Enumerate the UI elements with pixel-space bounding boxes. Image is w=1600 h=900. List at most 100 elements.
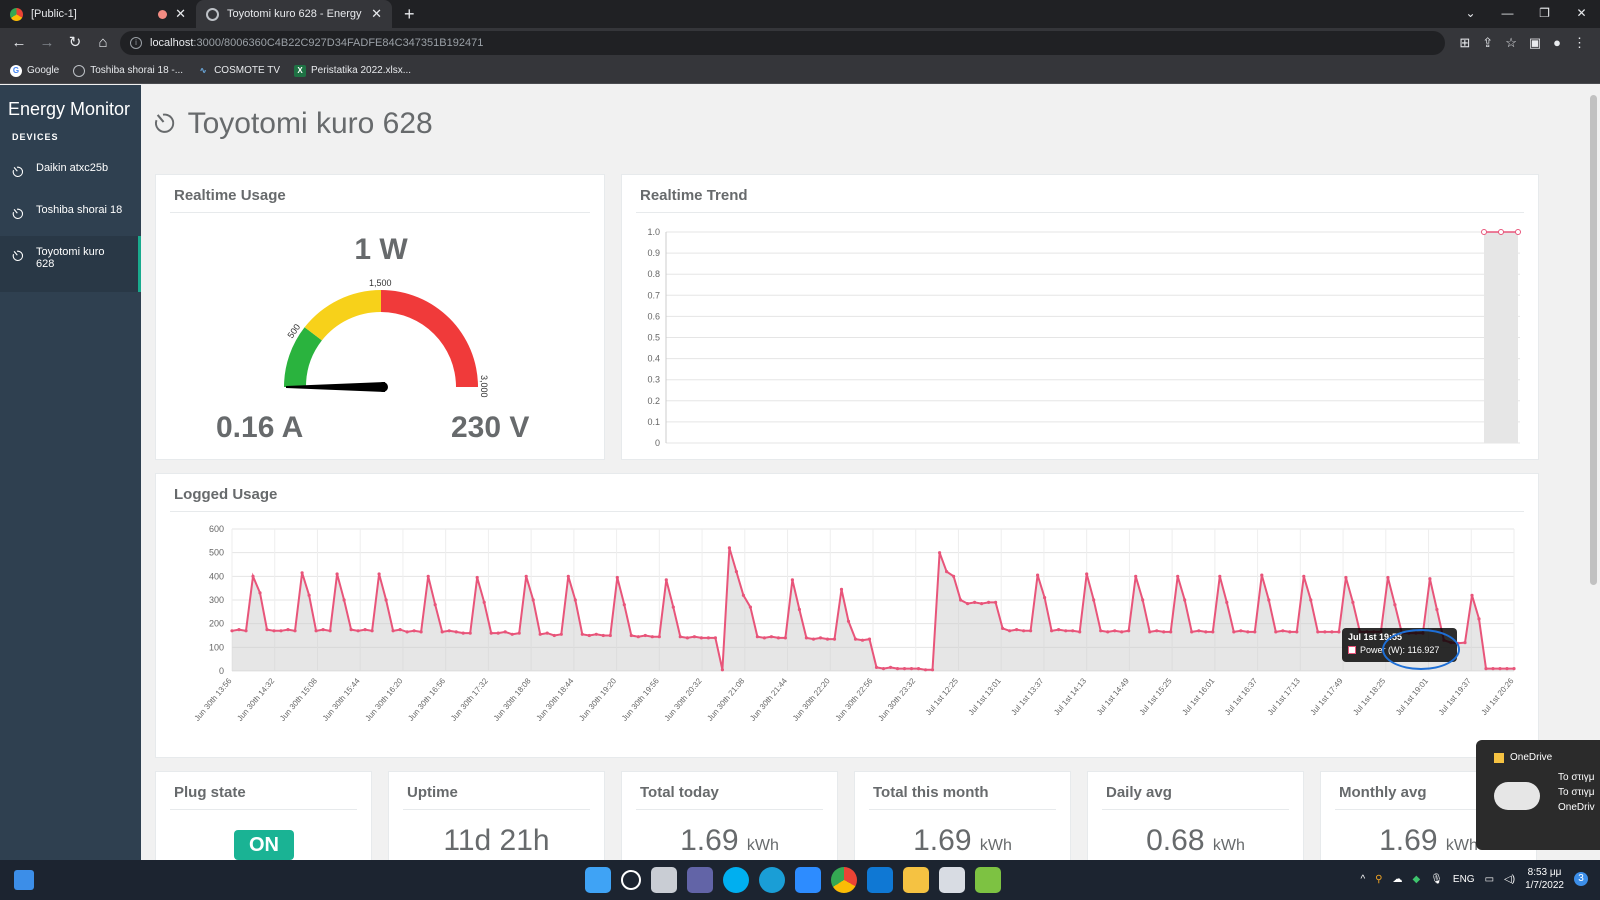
task-view-icon[interactable] bbox=[651, 867, 677, 893]
close-tab-icon[interactable]: ✕ bbox=[175, 6, 186, 21]
search-icon[interactable] bbox=[621, 870, 641, 890]
back-icon[interactable]: ← bbox=[11, 34, 27, 51]
onedrive-notification[interactable]: OneDrive Το στιγμ Το στιγμ OneDriv bbox=[1476, 740, 1600, 850]
tray-search-icon[interactable]: ⚲ bbox=[1375, 873, 1383, 885]
logged-point bbox=[923, 668, 928, 672]
logged-point bbox=[762, 636, 767, 640]
logged-point bbox=[286, 628, 290, 632]
logged-point bbox=[1386, 575, 1390, 580]
logged-point bbox=[1022, 629, 1026, 633]
browser-tab-public[interactable]: [Public-1] ✕ bbox=[0, 0, 196, 28]
sidebar-item-daikin[interactable]: ⏻ Daikin atxc25b bbox=[0, 152, 141, 194]
logged-point bbox=[699, 636, 704, 640]
new-tab-button[interactable]: + bbox=[404, 4, 415, 24]
logged-point bbox=[692, 635, 697, 639]
url-path: :3000/8006360C4B22C927D34FADFE84C347351B… bbox=[193, 37, 484, 49]
logged-point bbox=[832, 637, 837, 641]
mail-icon[interactable] bbox=[867, 867, 893, 893]
y-tick-label: 0 bbox=[219, 666, 224, 676]
logged-point bbox=[412, 629, 416, 633]
logged-point bbox=[538, 632, 542, 636]
profile-icon[interactable]: ● bbox=[1553, 35, 1561, 50]
close-tab-icon[interactable]: ✕ bbox=[371, 6, 382, 21]
logged-point bbox=[1288, 630, 1292, 634]
tray-cloud-icon[interactable]: ☁ bbox=[1392, 873, 1403, 885]
logged-point bbox=[1085, 572, 1089, 576]
chrome-icon[interactable] bbox=[831, 867, 857, 893]
sidebar: Energy Monitor DEVICES ⏻ Daikin atxc25b … bbox=[0, 85, 141, 860]
logged-point bbox=[1267, 598, 1271, 602]
address-bar[interactable]: i localhost:3000/8006360C4B22C927D34FADF… bbox=[120, 31, 1446, 55]
reload-icon[interactable]: ↻ bbox=[68, 34, 82, 51]
zoom-icon[interactable] bbox=[795, 867, 821, 893]
browser-tab-label: Toyotomi kuro 628 - Energy Mon bbox=[227, 8, 363, 20]
translate-icon[interactable]: ⊞ bbox=[1459, 35, 1471, 50]
tray-chevron-icon[interactable]: ^ bbox=[1360, 873, 1366, 885]
notification-badge[interactable]: 3 bbox=[1574, 872, 1588, 886]
logged-point bbox=[1351, 600, 1355, 604]
bookmark-cosmote[interactable]: ∿ COSMOTE TV bbox=[197, 65, 280, 77]
file-explorer-icon[interactable] bbox=[903, 867, 929, 893]
trend-point bbox=[1481, 229, 1487, 235]
menu-icon[interactable]: ⋮ bbox=[1573, 35, 1586, 50]
notification-line: Το στιγμ bbox=[1558, 787, 1595, 798]
page-scrollbar[interactable] bbox=[1587, 85, 1600, 860]
gauge-label-3000: 3,000 bbox=[479, 375, 489, 398]
home-icon[interactable]: ⌂ bbox=[98, 34, 108, 51]
bookmark-excel[interactable]: X Peristatika 2022.xlsx... bbox=[294, 64, 411, 77]
bookmark-label: Google bbox=[27, 65, 60, 76]
y-tick-label: 0.4 bbox=[647, 354, 660, 364]
home-app-icon[interactable] bbox=[975, 867, 1001, 893]
stat-title: Total this month bbox=[873, 784, 989, 801]
clock-date: 1/7/2022 bbox=[1525, 880, 1564, 891]
restore-icon[interactable]: ❐ bbox=[1539, 6, 1550, 20]
logged-point bbox=[426, 574, 430, 578]
stat-title: Plug state bbox=[174, 784, 246, 801]
bookmark-toshiba[interactable]: Toshiba shorai 18 -... bbox=[73, 64, 183, 77]
start-icon[interactable] bbox=[585, 867, 611, 893]
browser-tab-energy[interactable]: Toyotomi kuro 628 - Energy Mon ✕ bbox=[196, 0, 392, 28]
logged-point bbox=[916, 667, 921, 671]
logged-point bbox=[1099, 629, 1103, 633]
minimize-icon[interactable]: — bbox=[1501, 6, 1514, 20]
share-icon[interactable]: ⇪ bbox=[1482, 35, 1494, 50]
tray-defender-icon[interactable]: ◆ bbox=[1412, 873, 1421, 885]
widgets-icon[interactable] bbox=[14, 870, 34, 890]
bookmark-google[interactable]: G Google bbox=[10, 64, 60, 77]
logged-point bbox=[1246, 630, 1250, 634]
logged-point bbox=[909, 667, 914, 671]
x-tick-label: Jun 30th 23:32 bbox=[876, 676, 917, 723]
edge-icon[interactable] bbox=[759, 867, 785, 893]
teams-icon[interactable] bbox=[687, 867, 713, 893]
x-tick-label: Jun 30th 16:56 bbox=[406, 676, 447, 723]
section-header: DEVICES bbox=[12, 132, 59, 142]
skype-icon[interactable] bbox=[723, 867, 749, 893]
logged-point bbox=[1064, 629, 1068, 633]
tray-mic-icon[interactable]: 🎙 bbox=[1430, 873, 1443, 885]
language-indicator[interactable]: ENG bbox=[1452, 873, 1475, 885]
sidebar-item-toshiba[interactable]: ⏻ Toshiba shorai 18 bbox=[0, 194, 141, 236]
logged-point bbox=[797, 607, 802, 612]
x-tick-label: Jun 30th 22:20 bbox=[791, 676, 832, 723]
sidebar-item-label: Toshiba shorai 18 bbox=[36, 204, 123, 216]
clock[interactable]: 8:53 μμ 1/7/2022 bbox=[1525, 866, 1564, 892]
store-icon[interactable] bbox=[939, 867, 965, 893]
logged-point bbox=[825, 637, 830, 641]
bookmark-star-icon[interactable]: ☆ bbox=[1505, 35, 1517, 50]
logged-usage-panel: Logged Usage 600 500 400 300 200 100 0 Jun 30th… bbox=[155, 473, 1539, 758]
close-window-icon[interactable]: ✕ bbox=[1576, 6, 1587, 20]
volume-icon[interactable]: ◁) bbox=[1504, 873, 1516, 885]
logged-point bbox=[251, 574, 255, 578]
tab-search-icon[interactable]: ⌄ bbox=[1465, 6, 1476, 20]
side-panel-icon[interactable]: ▣ bbox=[1528, 35, 1542, 50]
scrollbar-thumb[interactable] bbox=[1590, 95, 1597, 585]
forward-icon[interactable]: → bbox=[39, 34, 55, 51]
logged-point bbox=[895, 667, 900, 671]
plug-state-toggle[interactable]: ON bbox=[234, 830, 294, 860]
logged-point bbox=[1134, 574, 1138, 578]
logged-point bbox=[573, 598, 577, 602]
sidebar-item-toyotomi[interactable]: ⏻ Toyotomi kuro 628 bbox=[0, 236, 141, 292]
network-icon[interactable]: ▭ bbox=[1484, 873, 1495, 885]
brand-title[interactable]: Energy Monitor bbox=[8, 99, 131, 119]
